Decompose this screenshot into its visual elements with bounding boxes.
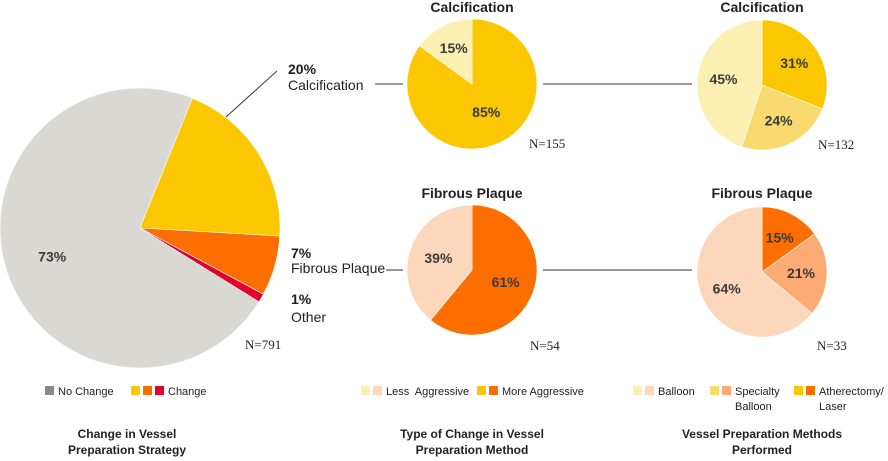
callout-other-name: Other: [291, 309, 326, 325]
pie-title-calc-change: Calcification: [430, 0, 513, 15]
pie-label-fib_change-less-aggressive: 39%: [424, 250, 453, 266]
pie-slice-overall-calcification: [139, 97, 281, 237]
legend-swatch-less-yellow: [361, 386, 370, 395]
pie-label-overall-no-change: 73%: [38, 249, 67, 265]
legend-swatch-atherectomy-orange: [806, 386, 815, 395]
legend-swatch-balloon-orange: [645, 386, 654, 395]
callout-other-pct: 1%: [291, 291, 312, 307]
legend-swatch-change-yellow: [131, 386, 140, 395]
legend-label-less-aggressive: Less Aggressive: [386, 386, 469, 398]
pie-slice-fib_methods-atherectomy-laser: [761, 206, 816, 273]
legend-swatch-balloon-yellow: [633, 386, 642, 395]
legend-left: No Change Change Change in Vessel Prepar…: [45, 386, 207, 457]
pie-label-calc_change-less-aggressive: 15%: [440, 40, 469, 56]
legend-swatch-change-orange: [143, 386, 152, 395]
pie-slice-calc_methods-specialty-balloon: [741, 84, 823, 151]
pie-slice-fib_change-more-aggressive: [430, 204, 538, 336]
n-count-calc-change: N=155: [529, 136, 565, 151]
legend-middle: Less Aggressive More Aggressive Type of …: [361, 386, 584, 457]
callout-fibrous-name: Fibrous Plaque: [291, 260, 385, 276]
legend-swatch-specialty-yellow: [710, 386, 719, 395]
callout-line-calcification: [225, 70, 278, 118]
legend-right: Balloon Specialty Balloon Atherectomy/ L…: [633, 386, 885, 457]
pie-slice-overall-other: [139, 227, 264, 303]
pie-slice-calc_methods-balloon: [696, 19, 763, 148]
pie-slice-calc_methods-atherectomy-laser: [761, 19, 828, 110]
legend-label-specialty-line2: Balloon: [735, 401, 772, 413]
legend-label-atherectomy-line2: Laser: [819, 401, 847, 413]
pie-title-calc-methods: Calcification: [720, 0, 803, 15]
caption-left-line2: Preparation Strategy: [68, 443, 186, 457]
pie-label-calc_methods-balloon: 45%: [709, 71, 738, 87]
caption-left-line1: Change in Vessel: [78, 427, 177, 441]
connector-lines: [225, 70, 692, 271]
legend-swatch-less-orange: [373, 386, 382, 395]
callout-calcification-pct: 20%: [288, 61, 317, 77]
legend-swatch-specialty-orange: [722, 386, 731, 395]
legend-swatch-change-red: [155, 386, 164, 395]
pie-slice-fib_methods-specialty-balloon: [761, 233, 828, 314]
pie-slice-calc_change-more-aggressive: [406, 18, 538, 150]
legend-label-change: Change: [168, 386, 207, 398]
pie-title-fib-methods: Fibrous Plaque: [711, 185, 812, 201]
pie-label-calc_change-more-aggressive: 85%: [472, 104, 501, 120]
legend-swatch-atherectomy-yellow: [794, 386, 803, 395]
pie-slice-fib_change-less-aggressive: [406, 204, 473, 321]
pie-title-fib-change: Fibrous Plaque: [421, 185, 522, 201]
pie-slice-calc_change-less-aggressive: [418, 18, 473, 85]
pie-slice-overall-no-change: [0, 87, 260, 369]
legend-swatch-no-change: [45, 386, 54, 395]
caption-right-line1: Vessel Preparation Methods: [682, 427, 842, 441]
legend-label-balloon: Balloon: [658, 386, 695, 398]
legend-label-specialty: Specialty: [735, 386, 780, 398]
pie-label-fib_change-more-aggressive: 61%: [492, 274, 521, 290]
pie-label-fib_methods-atherectomy-laser: 15%: [766, 229, 795, 245]
n-count-fib-methods: N=33: [817, 338, 847, 353]
caption-middle-line2: Preparation Method: [416, 443, 529, 457]
legend-swatch-more-yellow: [477, 386, 486, 395]
pie-label-fib_methods-balloon: 64%: [713, 281, 742, 297]
legend-label-more-aggressive: More Aggressive: [502, 386, 584, 398]
n-count-calc-methods: N=132: [818, 137, 854, 152]
legend-label-atherectomy: Atherectomy/: [819, 386, 885, 398]
pie-group: 73% 85% 15% 31% 24% 45% 61% 39% 15% 21% 64%: [0, 18, 828, 369]
caption-right-line2: Performed: [732, 443, 792, 457]
pie-slice-fib_methods-balloon: [696, 206, 813, 338]
pie-label-calc_methods-specialty-balloon: 24%: [765, 112, 794, 128]
callout-calcification-name: Calcification: [288, 77, 363, 93]
caption-middle-line1: Type of Change in Vessel: [400, 427, 544, 441]
legend-swatch-more-orange: [489, 386, 498, 395]
callout-fibrous-pct: 7%: [291, 245, 312, 261]
pie-label-fib_methods-specialty-balloon: 21%: [787, 265, 816, 281]
legend-label-no-change: No Change: [58, 386, 114, 398]
pie-label-calc_methods-atherectomy-laser: 31%: [780, 55, 809, 71]
n-count-overall: N=791: [245, 337, 281, 352]
n-count-fib-change: N=54: [530, 338, 560, 353]
